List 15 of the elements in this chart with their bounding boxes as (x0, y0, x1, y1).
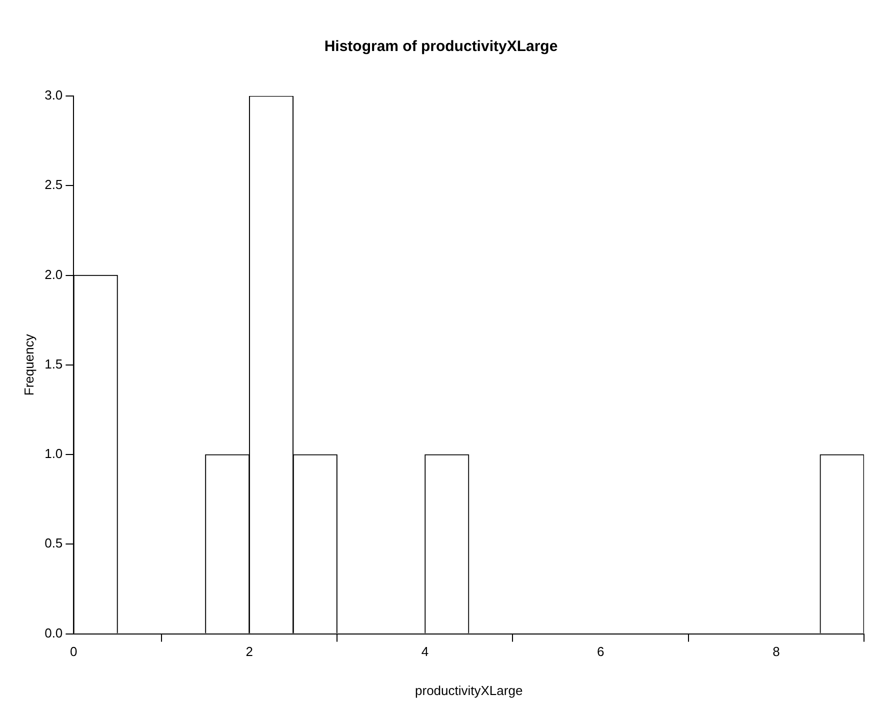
y-tick-label: 3.0 (44, 88, 63, 103)
x-tick-label: 2 (246, 644, 253, 660)
y-tick-label: 0.0 (44, 625, 63, 640)
chart-title: Histogram of productivityXLarge (324, 38, 558, 56)
y-tick-label: 2.5 (44, 177, 63, 192)
x-tick-label: 6 (596, 644, 604, 660)
y-tick-label: 1.0 (44, 446, 63, 462)
x-tick-label: 4 (421, 644, 429, 660)
y-tick-label: 0.5 (44, 536, 63, 551)
x-axis-title: productivityXLarge (415, 682, 523, 698)
y-tick-label: 1.5 (44, 356, 63, 372)
x-tick-label: 0 (70, 644, 78, 660)
x-tick-label: 8 (772, 644, 780, 660)
y-tick-label: 2.0 (44, 266, 63, 282)
y-axis-title: Frequency (21, 334, 36, 396)
